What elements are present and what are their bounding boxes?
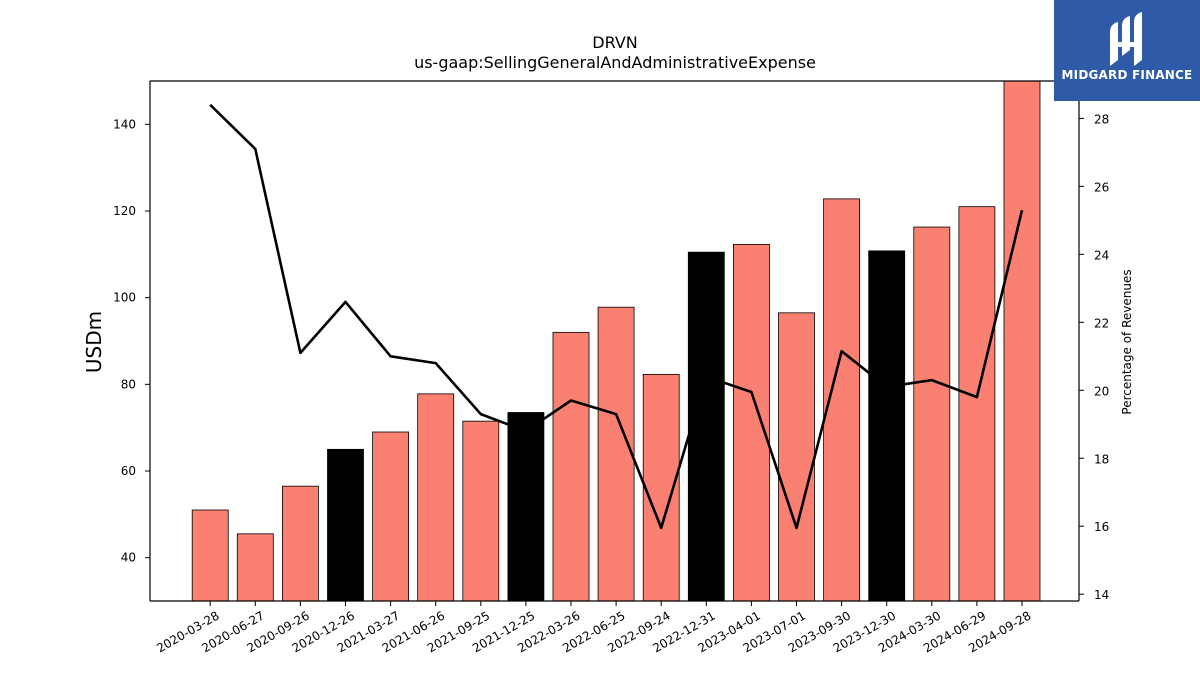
chart-subtitle: us-gaap:SellingGeneralAndAdministrativeE… (414, 53, 816, 72)
bar-series (191, 80, 1041, 602)
bar-2023-04-01 (733, 243, 770, 602)
y-axis-label: USDm (82, 311, 106, 373)
bar-2022-12-31 (687, 251, 725, 602)
y2-tick-label-26: 26 (1094, 180, 1109, 194)
bar-2022-03-26 (552, 331, 590, 602)
y2-tick-label-28: 28 (1094, 112, 1109, 126)
bar-2020-09-26 (281, 485, 319, 602)
bar-2021-03-27 (372, 431, 410, 602)
bar-2021-06-26 (417, 393, 455, 602)
bar-2023-07-01 (778, 312, 815, 602)
bar-2021-09-25 (462, 420, 500, 602)
bar-2024-06-29 (958, 206, 996, 602)
y-tick-label-100: 100 (113, 291, 136, 305)
y-tick-label-60: 60 (121, 464, 136, 478)
bar-2024-09-28 (1003, 80, 1041, 602)
bar-2020-12-26 (327, 448, 364, 602)
y2-tick-label-16: 16 (1094, 520, 1109, 534)
bar-2020-03-28 (191, 509, 229, 602)
y-tick-label-120: 120 (113, 204, 136, 218)
y-tick-label-40: 40 (121, 551, 136, 565)
y2-tick-label-22: 22 (1094, 316, 1109, 330)
y2-tick-label-18: 18 (1094, 452, 1109, 466)
y2-tick-label-14: 14 (1094, 588, 1109, 602)
y-tick-label-140: 140 (113, 117, 136, 131)
midgard-finance-logo: MIDGARD FINANCE (1054, 0, 1200, 101)
y-tick-label-80: 80 (121, 377, 136, 391)
bar-2023-12-30 (868, 250, 906, 602)
line-series (209, 103, 1024, 530)
line-percentage-of-revenues (209, 103, 1024, 530)
bar-2021-12-25 (507, 412, 545, 602)
bar-2020-06-27 (236, 533, 274, 602)
bar-2024-03-30 (913, 226, 951, 602)
logo-text: MIDGARD FINANCE (1061, 68, 1193, 82)
y2-tick-label-24: 24 (1094, 248, 1109, 262)
chart-title: DRVN (592, 33, 637, 52)
midgard-logo-icon (1110, 12, 1142, 66)
y2-axis-label: Percentage of Revenues (1120, 269, 1134, 414)
y2-tick-label-20: 20 (1094, 384, 1109, 398)
bar-2022-06-25 (597, 306, 635, 602)
